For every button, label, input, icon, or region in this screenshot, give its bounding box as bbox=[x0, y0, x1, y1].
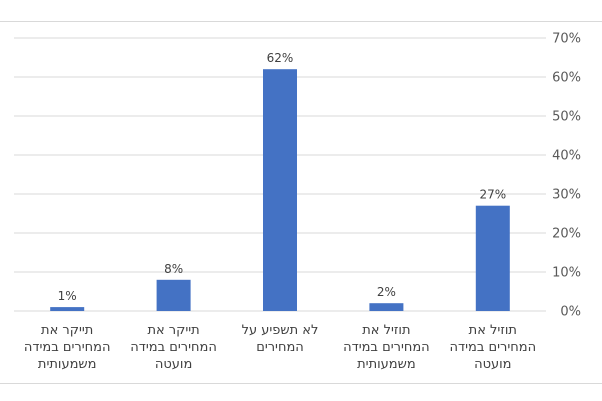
data-label: 1% bbox=[58, 289, 77, 303]
category-label: תוזיל את bbox=[362, 323, 410, 338]
category-label: המחירים במידה bbox=[343, 340, 430, 355]
category-label: המחירים במידה bbox=[450, 340, 537, 355]
category-label: תייקר את bbox=[147, 323, 199, 338]
category-label: לא תשפיע על bbox=[242, 323, 319, 338]
data-label: 2% bbox=[377, 285, 396, 299]
gridlines bbox=[14, 37, 546, 312]
data-label: 8% bbox=[164, 262, 183, 276]
data-labels: 27% 2% 62% 8% 1% bbox=[58, 51, 506, 303]
bar bbox=[475, 205, 510, 311]
bar bbox=[263, 69, 297, 311]
y-tick-label: 20% bbox=[552, 227, 581, 242]
category-labels: תוזיל את המחירים במידה מועטה תוזיל את המחירי… bbox=[24, 323, 536, 372]
y-tick-label: 10% bbox=[552, 266, 581, 281]
y-tick-label: 60% bbox=[552, 71, 581, 86]
y-axis-tick-labels: 0% 10% 20% 30% 40% 50% 60% 70% bbox=[552, 32, 581, 320]
chart-frame-bottom-border bbox=[0, 383, 602, 384]
data-label: 27% bbox=[479, 188, 506, 202]
bar bbox=[156, 279, 191, 311]
category-label: מועטה bbox=[474, 357, 511, 372]
category-label: מועטה bbox=[155, 357, 192, 372]
category-label: המחירים bbox=[256, 340, 304, 355]
category-label: תוזיל את bbox=[469, 323, 517, 338]
bar bbox=[369, 303, 404, 311]
y-tick-label: 30% bbox=[552, 188, 581, 203]
y-tick-label: 50% bbox=[552, 110, 581, 125]
category-label: משמעותית bbox=[38, 357, 97, 372]
y-tick-label: 0% bbox=[560, 305, 581, 320]
category-label: המחירים במידה bbox=[24, 340, 111, 355]
category-label: משמעותית bbox=[357, 357, 416, 372]
category-label: המחירים במידה bbox=[130, 340, 217, 355]
bar bbox=[50, 307, 85, 311]
y-tick-label: 70% bbox=[552, 32, 581, 47]
bars bbox=[50, 69, 510, 311]
y-tick-label: 40% bbox=[552, 149, 581, 164]
chart-frame-top-border bbox=[0, 21, 602, 22]
data-label: 62% bbox=[267, 51, 294, 65]
category-label: תייקר את bbox=[41, 323, 93, 338]
